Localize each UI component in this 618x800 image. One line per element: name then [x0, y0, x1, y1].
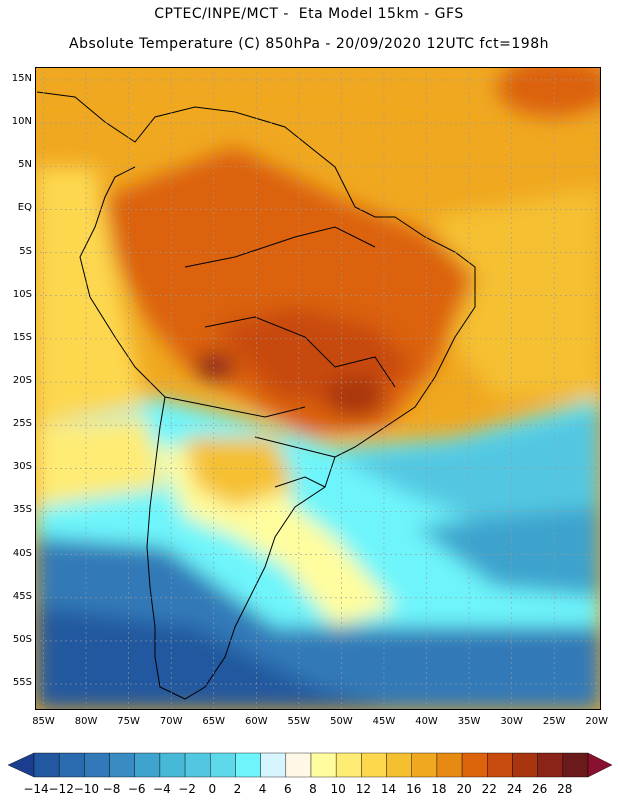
colorbar-swatch — [411, 752, 438, 778]
map-title: CPTEC/INPE/MCT - Eta Model 15km - GFS — [154, 6, 464, 22]
longitude-tick-label: 60W — [244, 716, 268, 727]
colorbar-swatch — [134, 752, 161, 778]
colorbar-tick-label: −8 — [102, 782, 121, 796]
latitude-tick-label: EQ — [17, 202, 32, 214]
latitude-tick-label: 20S — [12, 375, 32, 387]
colorbar-swatch — [335, 752, 362, 778]
colorbar-swatch — [436, 752, 463, 778]
colorbar-swatch — [184, 752, 211, 778]
colorbar-swatch — [159, 752, 186, 778]
latitude-tick-label: 5N — [18, 159, 32, 171]
longitude-tick-label: 20W — [585, 716, 609, 727]
latitude-tick-label: 30S — [12, 461, 32, 473]
longitude-tick-label: 25W — [542, 716, 566, 727]
longitude-tick-label: 75W — [117, 716, 140, 727]
colorbar-tick-label: 14 — [380, 782, 397, 796]
latitude-tick-label: 25S — [12, 418, 32, 430]
colorbar-swatch — [260, 752, 287, 778]
colorbar-swatch — [587, 752, 613, 778]
colorbar-tick-label: −14 — [23, 782, 49, 796]
colorbar-tick-label: 4 — [258, 782, 267, 796]
longitude-tick-label: 85W — [32, 716, 55, 727]
longitude-tick-label: 80W — [74, 716, 98, 727]
map-subtitle: Absolute Temperature (C) 850hPa - 20/09/… — [69, 36, 549, 52]
colorbar-swatch — [512, 752, 538, 778]
longitude-tick-label: 35W — [457, 716, 481, 727]
latitude-tick-label: 15S — [12, 331, 32, 343]
colorbar-tick-label: 0 — [208, 782, 217, 796]
colorbar-swatch — [562, 752, 589, 778]
temperature-map — [35, 67, 601, 710]
colorbar-swatch — [7, 752, 35, 778]
latitude-tick-label: 55S — [12, 677, 32, 689]
colorbar-tick-label: 12 — [355, 782, 371, 796]
colorbar-tick-label: 24 — [506, 782, 523, 796]
colorbar-tick-label: 10 — [330, 782, 346, 796]
latitude-tick-label: 45S — [12, 590, 32, 602]
latitude-tick-label: 35S — [12, 504, 32, 516]
colorbar-swatch — [109, 752, 135, 778]
latitude-tick-label: 5S — [19, 245, 32, 257]
coastline — [36, 91, 476, 700]
latitude-tick-label: 10S — [12, 288, 32, 300]
colorbar-tick-label: 28 — [557, 782, 573, 796]
colorbar-tick-label: 2 — [233, 782, 242, 796]
colorbar-swatch — [461, 752, 488, 778]
colorbar-swatch — [487, 752, 513, 778]
colorbar-tick-label: 18 — [431, 782, 447, 796]
longitude-tick-label: 45W — [372, 716, 396, 727]
latitude-tick-label: 50S — [12, 633, 32, 645]
colorbar-swatch — [361, 752, 387, 778]
colorbar-tick-label: 20 — [456, 782, 472, 796]
colorbar-tick-label: −12 — [48, 782, 74, 796]
colorbar-swatch — [285, 752, 312, 778]
colorbar-tick-label: −10 — [73, 782, 100, 796]
colorbar-tick-label: 22 — [481, 782, 497, 796]
colorbar-tick-label: 8 — [309, 782, 317, 796]
colorbar-tick-label: 6 — [283, 782, 292, 796]
longitude-tick-label: 65W — [202, 716, 226, 727]
colorbar-tick-label: 26 — [531, 782, 548, 796]
graticule — [35, 67, 601, 710]
colorbar-swatch — [84, 752, 110, 778]
colorbar-swatch — [210, 752, 236, 778]
map-border — [35, 67, 601, 710]
latitude-tick-label: 15N — [11, 72, 32, 84]
longitude-tick-label: 55W — [287, 716, 311, 727]
colorbar-swatch — [235, 752, 261, 778]
latitude-tick-label: 10N — [11, 116, 32, 128]
colorbar — [7, 752, 613, 778]
longitude-tick-label: 50W — [330, 716, 353, 727]
colorbar-swatch — [58, 752, 85, 778]
colorbar-tick-label: −6 — [127, 782, 146, 796]
colorbar-swatch — [310, 752, 337, 778]
longitude-tick-label: 30W — [500, 716, 523, 727]
colorbar-tick-label: 16 — [406, 782, 422, 796]
colorbar-tick-label: −4 — [153, 782, 171, 796]
longitude-tick-label: 40W — [415, 716, 438, 727]
colorbar-swatch — [33, 752, 60, 778]
colorbar-swatch — [386, 752, 412, 778]
colorbar-tick-label: −2 — [178, 782, 196, 796]
colorbar-swatch — [537, 752, 564, 778]
latitude-tick-label: 40S — [12, 547, 32, 559]
longitude-tick-label: 70W — [159, 716, 183, 727]
